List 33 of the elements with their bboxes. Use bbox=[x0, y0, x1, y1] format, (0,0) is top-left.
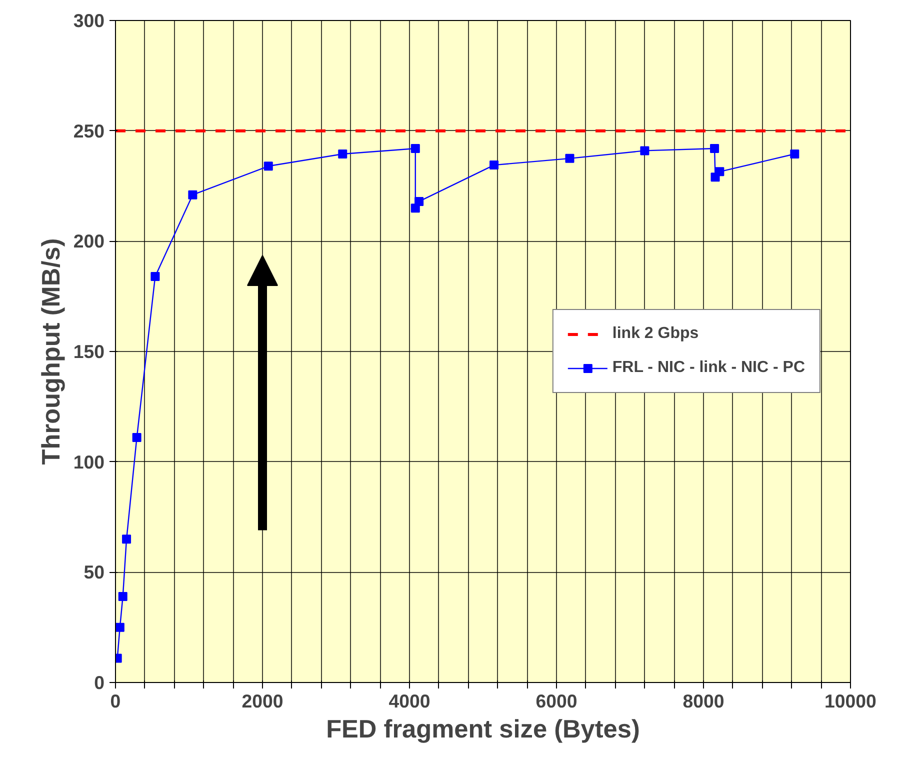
x-tick-label: 4000 bbox=[388, 690, 430, 712]
x-tick-label: 0 bbox=[110, 690, 121, 712]
y-tick-label: 250 bbox=[73, 120, 105, 142]
point bbox=[132, 433, 142, 442]
x-tick-label: 6000 bbox=[536, 690, 578, 712]
y-tick-label: 100 bbox=[73, 451, 105, 472]
y-tick-label: 300 bbox=[73, 10, 105, 31]
x-tick-label: 2000 bbox=[242, 690, 284, 712]
point bbox=[490, 160, 499, 170]
x-tick-label: 10000 bbox=[824, 690, 876, 712]
legend-label: FRL - NIC - link - NIC - PC bbox=[612, 359, 805, 377]
point bbox=[118, 592, 128, 601]
point bbox=[640, 146, 650, 156]
point bbox=[565, 154, 574, 163]
x-tick-label: 8000 bbox=[682, 690, 724, 712]
legend-label: link 2 Gbps bbox=[612, 325, 699, 343]
point bbox=[338, 150, 348, 159]
point bbox=[715, 167, 724, 176]
point bbox=[710, 144, 720, 153]
x-axis-title: FED fragment size (Bytes) bbox=[326, 716, 640, 744]
point bbox=[116, 622, 124, 632]
point bbox=[414, 196, 424, 206]
point bbox=[790, 150, 800, 159]
y-tick-label: 200 bbox=[73, 230, 105, 252]
point bbox=[122, 534, 132, 544]
point bbox=[264, 162, 273, 171]
point bbox=[188, 190, 198, 200]
point bbox=[410, 144, 420, 153]
y-axis-title: Throughput (MB/s) bbox=[37, 238, 66, 465]
y-tick-label: 50 bbox=[84, 562, 105, 583]
point bbox=[150, 272, 160, 281]
y-tick-label: 0 bbox=[94, 672, 105, 693]
y-tick-label: 150 bbox=[73, 341, 105, 362]
